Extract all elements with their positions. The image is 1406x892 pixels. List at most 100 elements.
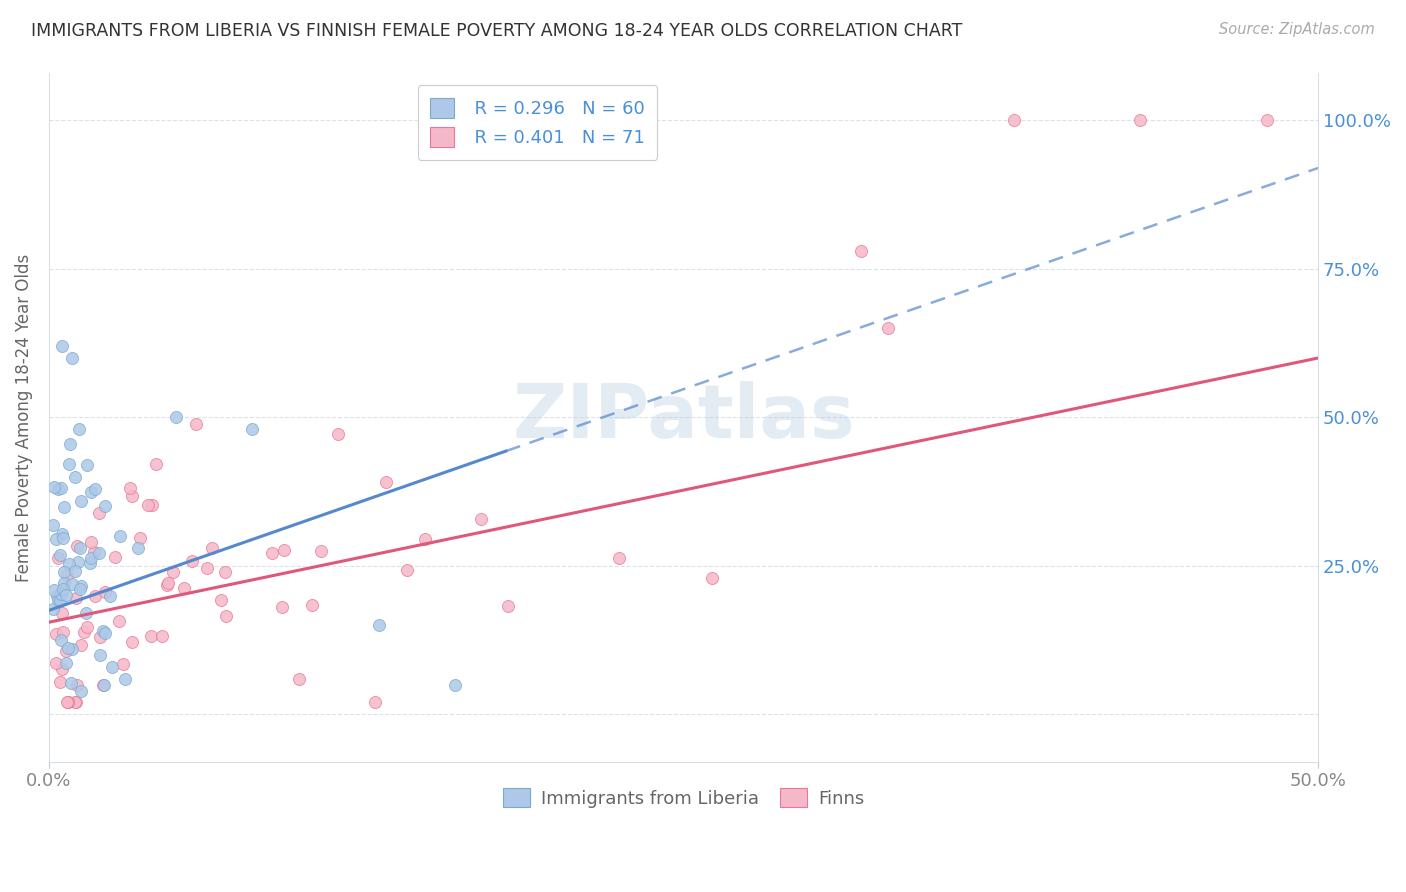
Point — [69, 582, 91, 596]
Point — [55, 656, 77, 670]
Point — [63, 470, 86, 484]
Point — [56, 695, 79, 709]
Point — [51, 527, 73, 541]
Point — [76, 619, 98, 633]
Point — [136, 499, 159, 513]
Point — [45, 532, 67, 546]
Point — [91, 624, 114, 638]
Point — [69, 541, 91, 555]
Point — [326, 427, 349, 442]
Point — [51, 662, 73, 676]
Point — [413, 533, 436, 547]
Point — [83, 545, 105, 559]
Point — [60, 351, 83, 365]
Point — [129, 531, 152, 545]
Point — [121, 634, 143, 648]
Point — [91, 678, 114, 692]
Point — [201, 541, 224, 555]
Point — [46, 550, 69, 565]
Point — [101, 659, 124, 673]
Point — [89, 648, 111, 662]
Point — [180, 554, 202, 568]
Point — [80, 535, 103, 549]
Point — [877, 320, 900, 334]
Point — [49, 675, 72, 690]
Point — [1002, 113, 1025, 128]
Point — [260, 546, 283, 560]
Point — [73, 625, 96, 640]
Point — [67, 422, 90, 436]
Point — [48, 593, 70, 607]
Point — [70, 578, 93, 592]
Point — [83, 482, 105, 496]
Point — [69, 684, 91, 698]
Point — [214, 565, 236, 579]
Point — [58, 457, 80, 471]
Point — [89, 630, 111, 644]
Point — [60, 576, 83, 591]
Point — [288, 673, 311, 687]
Point — [52, 576, 75, 591]
Point — [52, 625, 75, 640]
Point — [87, 546, 110, 560]
Point — [607, 551, 630, 566]
Point — [83, 589, 105, 603]
Point — [195, 560, 218, 574]
Point — [70, 638, 93, 652]
Point — [59, 676, 82, 690]
Point — [165, 410, 187, 425]
Point — [141, 498, 163, 512]
Point — [45, 656, 67, 670]
Point — [162, 566, 184, 580]
Legend: Immigrants from Liberia, Finns: Immigrants from Liberia, Finns — [495, 780, 872, 814]
Point — [55, 568, 77, 582]
Point — [52, 531, 75, 545]
Point — [59, 437, 82, 451]
Point — [156, 578, 179, 592]
Point — [364, 695, 387, 709]
Point — [79, 485, 101, 500]
Point — [55, 589, 77, 603]
Point — [66, 555, 89, 569]
Point — [173, 581, 195, 595]
Point — [46, 592, 69, 607]
Point — [51, 584, 73, 599]
Point — [94, 500, 117, 514]
Point — [53, 500, 76, 514]
Point — [94, 625, 117, 640]
Point — [51, 606, 73, 620]
Point — [49, 548, 72, 562]
Point — [75, 606, 97, 620]
Point — [374, 475, 396, 490]
Y-axis label: Female Poverty Among 18-24 Year Olds: Female Poverty Among 18-24 Year Olds — [15, 253, 32, 582]
Point — [94, 585, 117, 599]
Point — [44, 583, 66, 598]
Point — [100, 589, 122, 603]
Point — [150, 629, 173, 643]
Point — [42, 480, 65, 494]
Point — [1256, 113, 1278, 128]
Point — [65, 539, 87, 553]
Point — [111, 657, 134, 671]
Point — [80, 551, 103, 566]
Point — [851, 244, 873, 259]
Point — [51, 339, 73, 353]
Point — [69, 493, 91, 508]
Point — [63, 564, 86, 578]
Point — [49, 482, 72, 496]
Point — [301, 598, 323, 612]
Point — [470, 512, 492, 526]
Point — [79, 556, 101, 570]
Point — [65, 695, 87, 709]
Point — [108, 529, 131, 543]
Point — [273, 542, 295, 557]
Point — [65, 591, 87, 605]
Text: Source: ZipAtlas.com: Source: ZipAtlas.com — [1219, 22, 1375, 37]
Point — [1129, 113, 1152, 128]
Point — [496, 599, 519, 613]
Point — [157, 575, 180, 590]
Point — [56, 695, 79, 709]
Point — [46, 482, 69, 496]
Point — [45, 589, 67, 603]
Point — [52, 582, 75, 597]
